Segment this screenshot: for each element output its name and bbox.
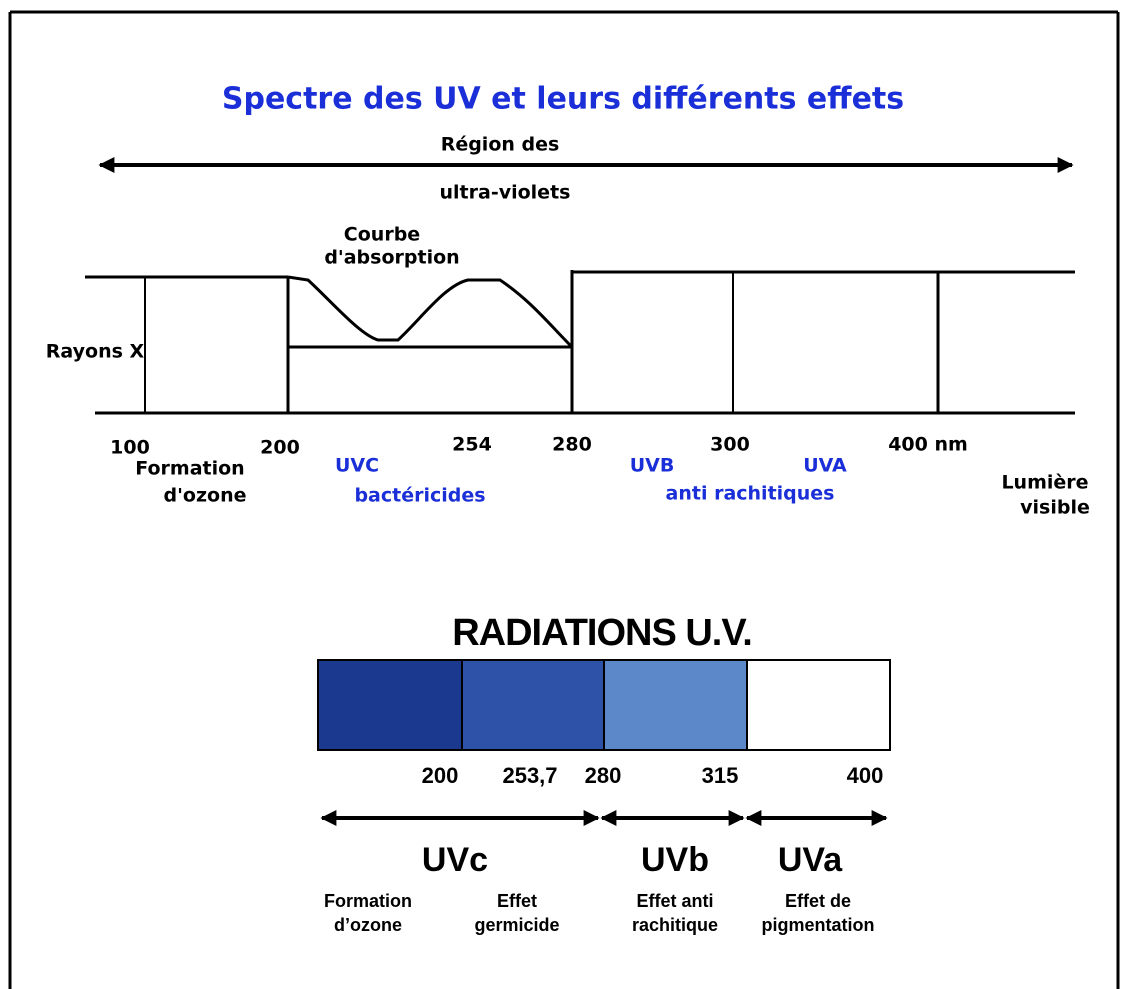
scale-label: 400 nm [888, 434, 968, 456]
xrays-label: Rayons X [46, 341, 145, 363]
zone-label: Formation [135, 458, 244, 480]
title: Spectre des UV et leurs différents effet… [222, 82, 904, 117]
radiation-tick: 280 [585, 763, 622, 788]
band-name: UVc [422, 841, 488, 879]
region-label: Région des [441, 134, 560, 156]
band-effect: d’ozone [334, 915, 402, 935]
band-effect: Effet de [785, 891, 851, 911]
curve-label: Courbe [344, 224, 420, 246]
radiations-title: RADIATIONS U.V. [452, 612, 752, 654]
band-effect: Effet anti [636, 891, 713, 911]
scale-label: 200 [260, 437, 300, 459]
zone-name: UVA [803, 455, 847, 477]
radiation-tick: 315 [702, 763, 739, 788]
scale-label: 100 [110, 437, 150, 459]
region-label: ultra-violets [440, 182, 571, 204]
radiation-tick: 200 [422, 763, 459, 788]
zone-name: UVC [335, 455, 379, 477]
band-effect: pigmentation [762, 915, 875, 935]
scale-label: 280 [552, 434, 592, 456]
zone-label: visible [1020, 497, 1090, 519]
band-name: UVa [778, 841, 843, 879]
band-effect: Effet [497, 891, 537, 911]
scale-label: 300 [710, 434, 750, 456]
curve-label: d'absorption [324, 247, 459, 269]
scale-label: 254 [452, 434, 492, 456]
band-name: UVb [641, 841, 709, 879]
radiation-tick: 400 [847, 763, 884, 788]
radiation-bands [317, 659, 891, 751]
zone-effect: anti rachitiques [666, 483, 835, 505]
band-effect: rachitique [632, 915, 718, 935]
frame [8, 10, 1120, 989]
zone-label: Lumière [1001, 472, 1088, 494]
zone-effect: bactéricides [354, 485, 485, 507]
band-effect: Formation [324, 891, 412, 911]
zone-name: UVB [630, 455, 675, 477]
absorption-curve [287, 275, 574, 349]
zone-label: d'ozone [164, 485, 247, 507]
band-effect: germicide [474, 915, 559, 935]
radiation-tick: 253,7 [502, 763, 557, 788]
spectrum-lines [85, 270, 1075, 415]
